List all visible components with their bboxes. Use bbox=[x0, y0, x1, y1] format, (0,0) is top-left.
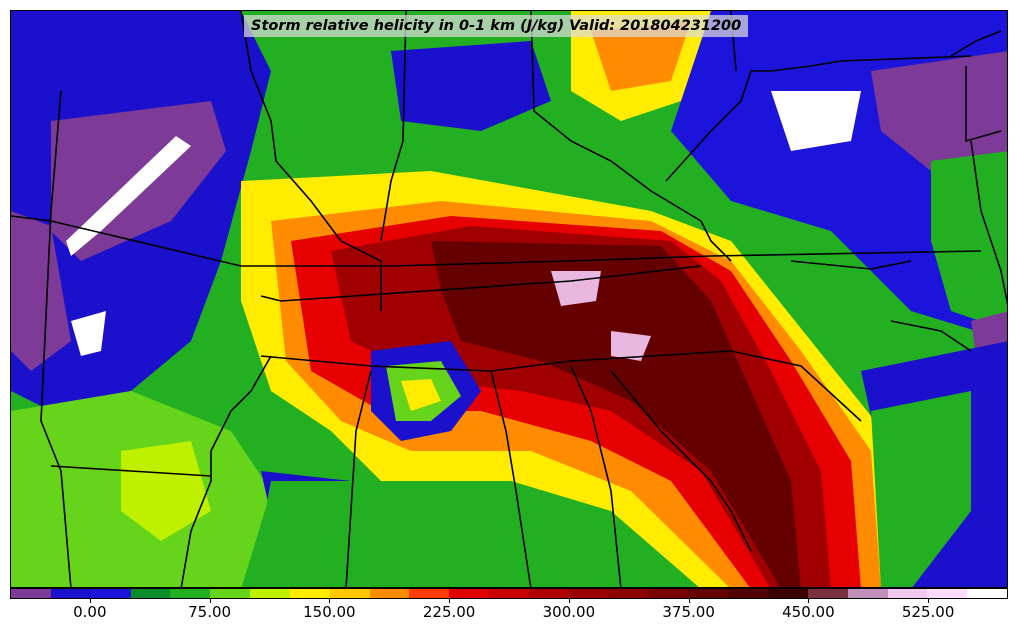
field-atlantic-green bbox=[871, 391, 971, 587]
colorbar-segment bbox=[250, 589, 290, 598]
map-title: Storm relative helicity in 0-1 km (J/kg)… bbox=[244, 15, 749, 37]
colorbar-tick-label: 75.00 bbox=[188, 603, 232, 621]
field-west-purple-2 bbox=[11, 211, 71, 371]
colorbar-tick-label: 225.00 bbox=[422, 603, 476, 621]
boundary-line bbox=[180, 355, 272, 587]
boundary-line bbox=[950, 30, 1002, 57]
colorbar-segment bbox=[648, 589, 689, 598]
field-pink-patch-2 bbox=[611, 331, 651, 361]
boundary-line bbox=[890, 320, 972, 352]
colorbar-segment bbox=[329, 589, 370, 598]
colorbar-tick-label: 0.00 bbox=[73, 603, 107, 621]
field-ne-green bbox=[931, 151, 1007, 331]
field-white-patch bbox=[71, 311, 106, 356]
colorbar-tick-labels: 0.00 75.00 150.00 225.00 300.00 375.00 450.00 5… bbox=[0, 599, 1018, 633]
field-north-blue bbox=[391, 41, 551, 131]
colorbar-tick-label: 525.00 bbox=[901, 603, 955, 621]
helicity-map bbox=[11, 11, 1007, 587]
colorbar-tick bbox=[928, 599, 930, 603]
colorbar-segment bbox=[409, 589, 450, 598]
colorbar-segment bbox=[887, 589, 928, 598]
boundary-line bbox=[240, 11, 382, 311]
field-white-streak bbox=[66, 136, 191, 256]
colorbar-tick-label: 150.00 bbox=[303, 603, 356, 621]
boundary-line bbox=[345, 370, 372, 587]
field-swirl-yellow bbox=[401, 379, 441, 411]
colorbar-tick bbox=[449, 599, 451, 603]
colorbar-segment bbox=[90, 589, 131, 598]
colorbar-segment bbox=[847, 589, 888, 598]
boundary-line bbox=[380, 11, 407, 242]
colorbar-segment bbox=[170, 589, 211, 598]
colorbar-tick bbox=[329, 599, 331, 603]
colorbar-segment bbox=[528, 589, 569, 598]
boundary-line bbox=[50, 465, 212, 477]
field-ne-purple bbox=[871, 51, 1007, 171]
boundary-line bbox=[970, 140, 1007, 306]
colorbar-tick bbox=[688, 599, 690, 603]
field-central-maroon bbox=[431, 241, 801, 587]
colorbar-segment bbox=[369, 589, 410, 598]
state-boundaries bbox=[11, 11, 1007, 587]
boundary-line bbox=[530, 11, 702, 222]
colorbar-segment bbox=[927, 589, 968, 598]
colorbar-segment bbox=[449, 589, 490, 598]
boundary-line bbox=[965, 66, 1002, 143]
field-north-orange bbox=[591, 21, 691, 91]
colorbar-segment bbox=[688, 589, 729, 598]
colorbar-segment bbox=[728, 589, 769, 598]
colorbar-segment bbox=[768, 589, 808, 598]
colorbar-segment bbox=[11, 589, 51, 598]
colorbar-segment bbox=[489, 589, 529, 598]
map-panel bbox=[10, 10, 1008, 588]
colorbar bbox=[10, 588, 1008, 599]
boundary-line bbox=[40, 90, 72, 587]
field-ne-white bbox=[771, 91, 861, 151]
boundary-line bbox=[260, 265, 702, 302]
boundary-line bbox=[570, 365, 622, 587]
colorbar-tick bbox=[209, 599, 211, 603]
colorbar-segment bbox=[210, 589, 251, 598]
boundary-line bbox=[790, 260, 912, 270]
colorbar-segment bbox=[50, 589, 91, 598]
boundary-line bbox=[490, 370, 532, 587]
colorbar-segment bbox=[130, 589, 171, 598]
boundary-line bbox=[665, 55, 972, 182]
colorbar-tick bbox=[89, 599, 91, 603]
colorbar-tick bbox=[808, 599, 810, 603]
colorbar-segment bbox=[967, 589, 1008, 598]
colorbar-segment bbox=[608, 589, 649, 598]
colorbar-tick-label: 300.00 bbox=[542, 603, 596, 621]
colorbar-tick bbox=[568, 599, 570, 603]
boundary-line bbox=[610, 370, 752, 552]
colorbar-tick-label: 375.00 bbox=[662, 603, 715, 621]
field-sw-yellow bbox=[121, 441, 211, 541]
colorbar-segment bbox=[289, 589, 330, 598]
colorbar-segment bbox=[807, 589, 848, 598]
colorbar-tick-label: 450.00 bbox=[782, 603, 835, 621]
boundary-line bbox=[260, 350, 862, 422]
colorbar-segment bbox=[568, 589, 609, 598]
boundary-line bbox=[700, 220, 732, 262]
